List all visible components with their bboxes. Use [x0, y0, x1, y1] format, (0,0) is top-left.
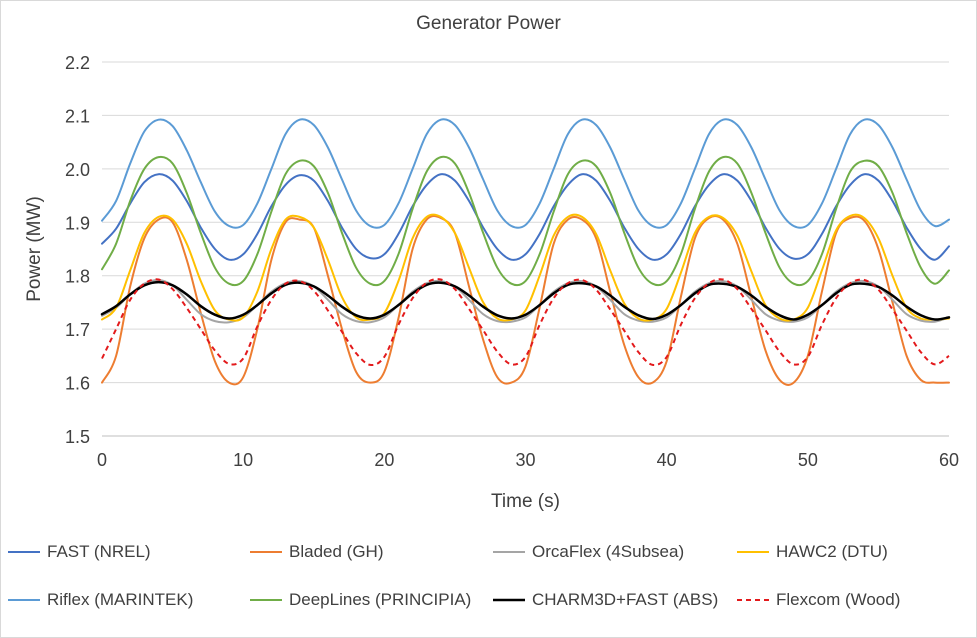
y-tick-label: 1.7: [65, 320, 90, 340]
chart-title: Generator Power: [416, 13, 561, 34]
legend-label: DeepLines (PRINCIPIA): [289, 590, 472, 609]
series-line-deeplines-principia: [101, 155, 950, 287]
y-tick-label: 1.6: [65, 374, 90, 394]
legend-label: FAST (NREL): [47, 542, 151, 561]
y-tick-label: 1.5: [65, 427, 90, 447]
y-tick-label: 2.2: [65, 53, 90, 73]
legend-swatch: [493, 598, 525, 602]
legend-label: OrcaFlex (4Subsea): [532, 542, 685, 561]
plot-area: 1.5 1.6 1.7 1.8 1.9 2.0 2.1 2.2 0 10 20 30 40 50 60 Tim…: [24, 53, 959, 512]
legend-item-fast-nrel: FAST (NREL): [8, 541, 151, 563]
series-line-flexcom-wood: [101, 278, 950, 367]
y-tick-label: 2.0: [65, 160, 90, 180]
legend-item-charm3d-fast-abs: CHARM3D+FAST (ABS): [493, 589, 718, 611]
y-tick-label: 1.8: [65, 267, 90, 287]
series-line-riflex-marintek: [101, 118, 950, 229]
legend-swatch: [737, 599, 769, 601]
legend-swatch: [250, 551, 282, 553]
y-tick-label: 2.1: [65, 106, 90, 126]
series-line-orcaflex-4subsea: [101, 278, 950, 324]
legend-item-flexcom-wood: Flexcom (Wood): [737, 589, 900, 611]
legend-item-hawc2-dtu: HAWC2 (DTU): [737, 541, 888, 563]
x-tick-label: 0: [97, 450, 107, 470]
legend-swatch: [8, 551, 40, 553]
x-tick-label: 10: [233, 450, 253, 470]
legend-label: Bladed (GH): [289, 542, 384, 561]
legend-label: HAWC2 (DTU): [776, 542, 888, 561]
series-line-fast-nrel: [101, 173, 950, 261]
legend-item-orcaflex-4subsea: OrcaFlex (4Subsea): [493, 541, 684, 563]
x-axis-title: Time (s): [491, 491, 560, 512]
x-tick-label: 30: [515, 450, 535, 470]
x-tick-label: 60: [939, 450, 959, 470]
series-line-bladed-gh: [101, 215, 950, 386]
legend-item-bladed-gh: Bladed (GH): [250, 541, 383, 563]
legend-swatch: [250, 599, 282, 601]
legend-label: Riflex (MARINTEK): [47, 590, 194, 609]
legend-swatch: [737, 551, 769, 553]
series-line-charm3d-fast-abs: [100, 280, 951, 321]
x-tick-label: 20: [374, 450, 394, 470]
legend-swatch: [8, 599, 40, 601]
legend-item-deeplines-principia: DeepLines (PRINCIPIA): [250, 589, 471, 611]
legend-label: CHARM3D+FAST (ABS): [532, 590, 719, 609]
y-tick-label: 1.9: [65, 213, 90, 233]
legend: FAST (NREL) Bladed (GH) OrcaFlex (4Subsea)…: [0, 530, 977, 638]
x-tick-label: 50: [798, 450, 818, 470]
y-axis-title: Power (MW): [24, 196, 45, 302]
legend-item-riflex-marintek: Riflex (MARINTEK): [8, 589, 193, 611]
series-line-hawc2-dtu: [101, 213, 950, 322]
x-tick-label: 40: [657, 450, 677, 470]
legend-label: Flexcom (Wood): [776, 590, 901, 609]
legend-swatch: [493, 551, 525, 553]
